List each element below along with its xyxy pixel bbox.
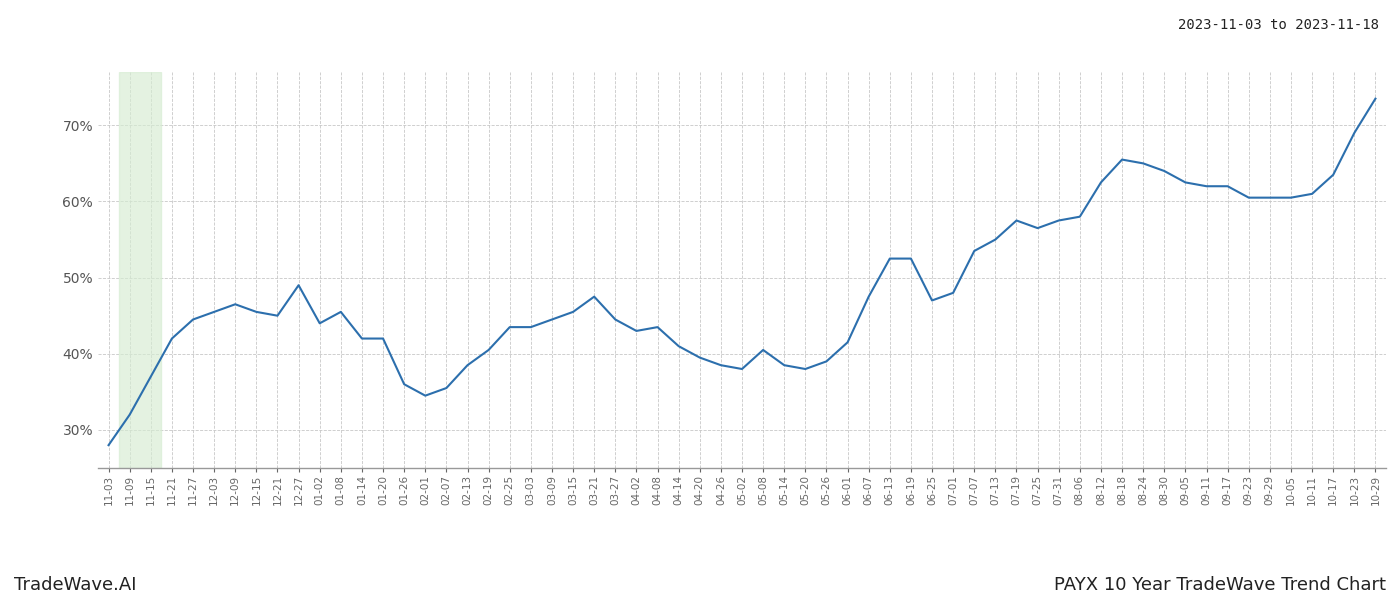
Text: PAYX 10 Year TradeWave Trend Chart: PAYX 10 Year TradeWave Trend Chart — [1054, 576, 1386, 594]
Bar — [119, 72, 161, 468]
Text: 2023-11-03 to 2023-11-18: 2023-11-03 to 2023-11-18 — [1177, 18, 1379, 32]
Text: TradeWave.AI: TradeWave.AI — [14, 576, 137, 594]
